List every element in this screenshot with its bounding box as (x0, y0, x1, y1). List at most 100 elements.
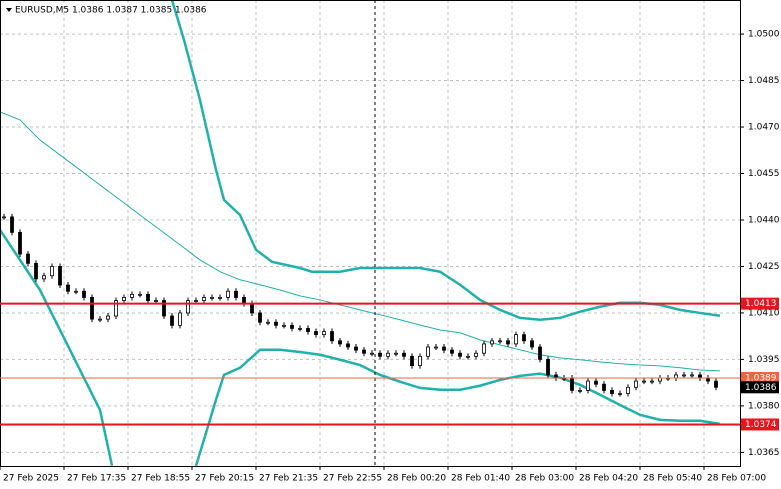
candle-body (194, 300, 198, 302)
candle-body (98, 318, 102, 321)
candle-body (498, 340, 502, 343)
x-tick-label: 28 Feb 04:20 (579, 474, 638, 484)
candle-body (138, 293, 142, 296)
candle-body (442, 346, 446, 351)
candle-body (154, 300, 158, 302)
price-label: 1.0386 (745, 383, 777, 393)
candle-body (602, 383, 606, 391)
candle-body (50, 266, 54, 277)
x-tick-label: 27 Feb 18:55 (131, 474, 190, 484)
candle-body (642, 380, 646, 383)
price-label: 1.0389 (745, 374, 777, 384)
candle-body (258, 312, 262, 323)
candle-body (2, 216, 6, 219)
y-tick-label: 1.0440 (748, 215, 780, 225)
candle-body (250, 303, 254, 314)
candle-body (322, 331, 326, 336)
candle-body (482, 343, 486, 354)
candle-body (578, 389, 582, 392)
candle-body (218, 297, 222, 299)
candle-body (586, 380, 590, 391)
candle-body (346, 343, 350, 348)
candle-body (634, 380, 638, 388)
candle-body (450, 349, 454, 354)
candle-body (394, 352, 398, 355)
candle-body (538, 346, 542, 360)
candle-body (490, 340, 494, 345)
candle-body (58, 266, 62, 286)
candle-body (114, 300, 118, 317)
candle-body (306, 328, 310, 332)
candle-body (170, 315, 174, 326)
candle-body (522, 334, 526, 342)
x-tick-label: 28 Feb 00:20 (387, 474, 446, 484)
candle-body (330, 331, 334, 342)
candle-body (570, 377, 574, 391)
candle-body (610, 389, 614, 394)
candle-body (298, 328, 302, 330)
plot-border (0, 0, 741, 467)
candle-body (514, 334, 518, 345)
indicator-line (0, 229, 721, 466)
chart-title: EURUSD,M5 1.0386 1.0387 1.0385 1.0386 (15, 6, 207, 16)
x-tick-label: 27 Feb 17:35 (67, 474, 126, 484)
y-tick-label: 1.0410 (748, 308, 780, 318)
candle-body (10, 216, 14, 233)
candle-body (474, 352, 478, 357)
candle-body (290, 324, 294, 329)
candle-body (418, 355, 422, 367)
candle-body (90, 297, 94, 320)
y-tick-label: 1.0425 (748, 262, 780, 272)
x-tick-label: 27 Feb 2025 (3, 474, 59, 484)
candle-body (202, 297, 206, 301)
x-tick-label: 27 Feb 22:55 (323, 474, 382, 484)
candle-body (618, 393, 622, 395)
candle-body (690, 374, 694, 377)
candle-body (314, 331, 318, 336)
candle-body (162, 300, 166, 317)
y-tick-label: 1.0380 (748, 401, 780, 411)
candle-body (682, 374, 686, 377)
price-label-box (741, 297, 779, 310)
price-label: 1.0413 (745, 299, 777, 309)
candle-body (426, 346, 430, 357)
price-label-box (741, 381, 779, 394)
candle-body (234, 290, 238, 298)
candle-body (186, 300, 190, 314)
candle-body (546, 359, 550, 376)
x-tick-label: 28 Feb 05:40 (643, 474, 702, 484)
x-tick-label: 28 Feb 03:00 (515, 474, 574, 484)
candle-body (338, 340, 342, 345)
candle-body (74, 290, 78, 293)
candle-body (370, 352, 374, 355)
candle-body (458, 352, 462, 357)
candle-body (82, 290, 86, 298)
candle-body (122, 297, 126, 301)
candle-body (226, 290, 230, 298)
y-tick-label: 1.0395 (748, 355, 780, 365)
candle-body (130, 293, 134, 298)
symbol-menu-icon[interactable] (6, 8, 12, 12)
indicator-line (0, 111, 721, 372)
candle-body (530, 340, 534, 348)
price-label: 1.0374 (745, 420, 777, 430)
y-tick-label: 1.0470 (748, 123, 780, 133)
price-label-box (741, 372, 779, 385)
candle-body (410, 355, 414, 367)
candle-body (282, 324, 286, 327)
candle-body (378, 352, 382, 357)
x-tick-label: 27 Feb 21:35 (259, 474, 318, 484)
y-tick-label: 1.0500 (748, 30, 780, 40)
x-tick-label: 28 Feb 07:00 (707, 474, 766, 484)
candle-body (362, 349, 366, 354)
candle-body (386, 352, 390, 357)
candle-body (26, 253, 30, 264)
candle-body (266, 321, 270, 324)
y-tick-label: 1.0365 (748, 448, 780, 458)
candle-body (66, 284, 70, 292)
candle-body (354, 346, 358, 351)
candle-body (466, 355, 470, 358)
candle-body (18, 231, 22, 255)
